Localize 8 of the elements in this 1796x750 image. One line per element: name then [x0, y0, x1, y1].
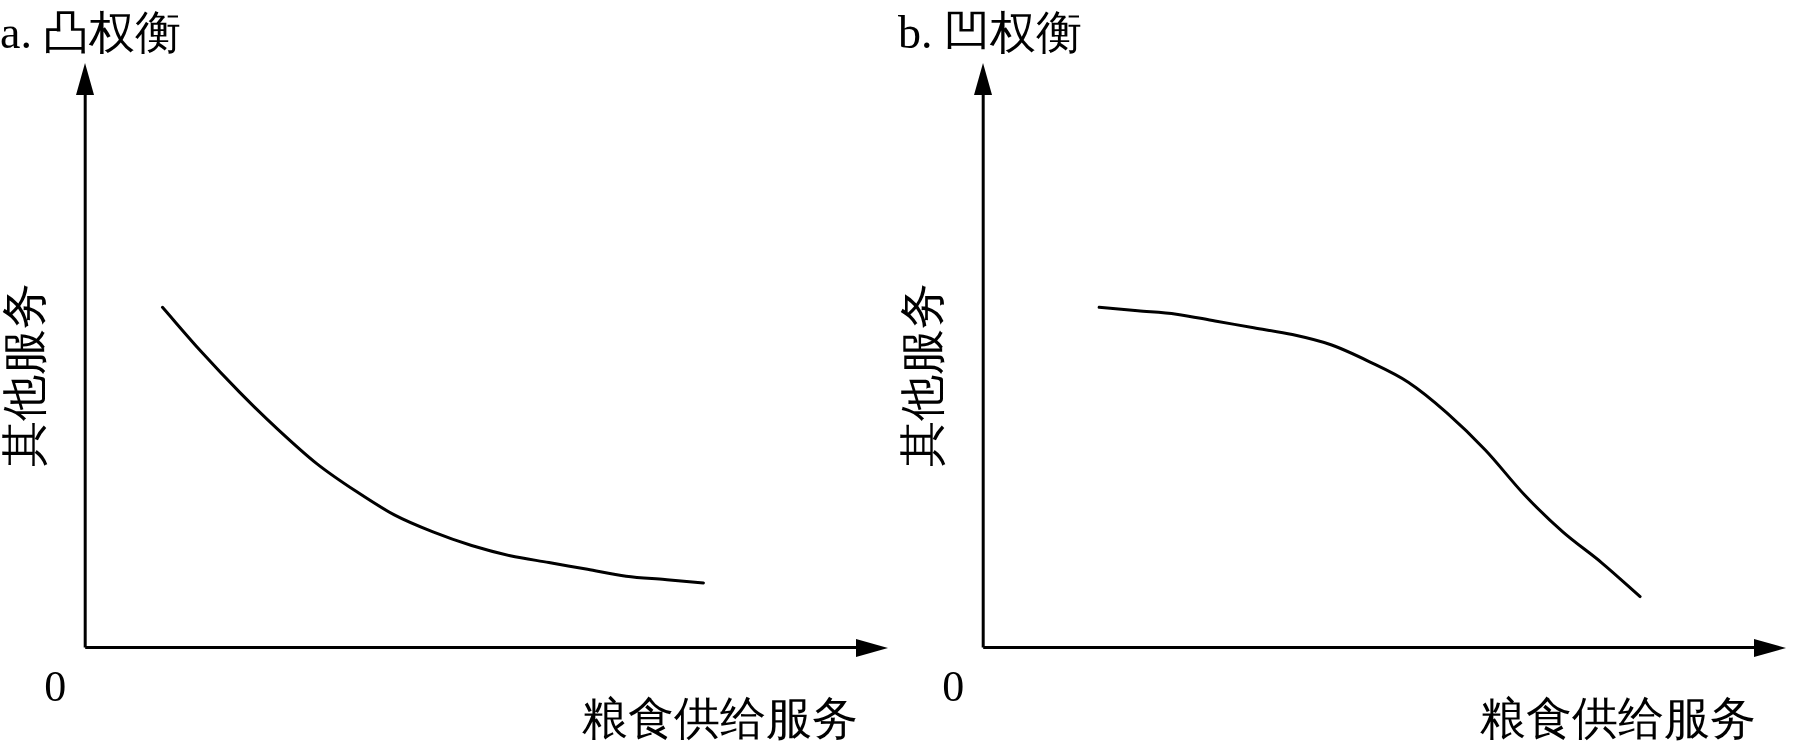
text: 0: [942, 662, 965, 712]
x-axis-title: 粮食供给服务: [1480, 693, 1756, 745]
y-axis-title: 其他服务: [896, 283, 948, 468]
text: 0: [44, 662, 67, 712]
chart-title: b. 凹权衡: [898, 6, 1082, 58]
y-axis-title: 其他服务: [0, 283, 50, 468]
x-axis-title: 粮食供给服务: [582, 693, 858, 745]
chart-title: a. 凸权衡: [0, 6, 182, 58]
